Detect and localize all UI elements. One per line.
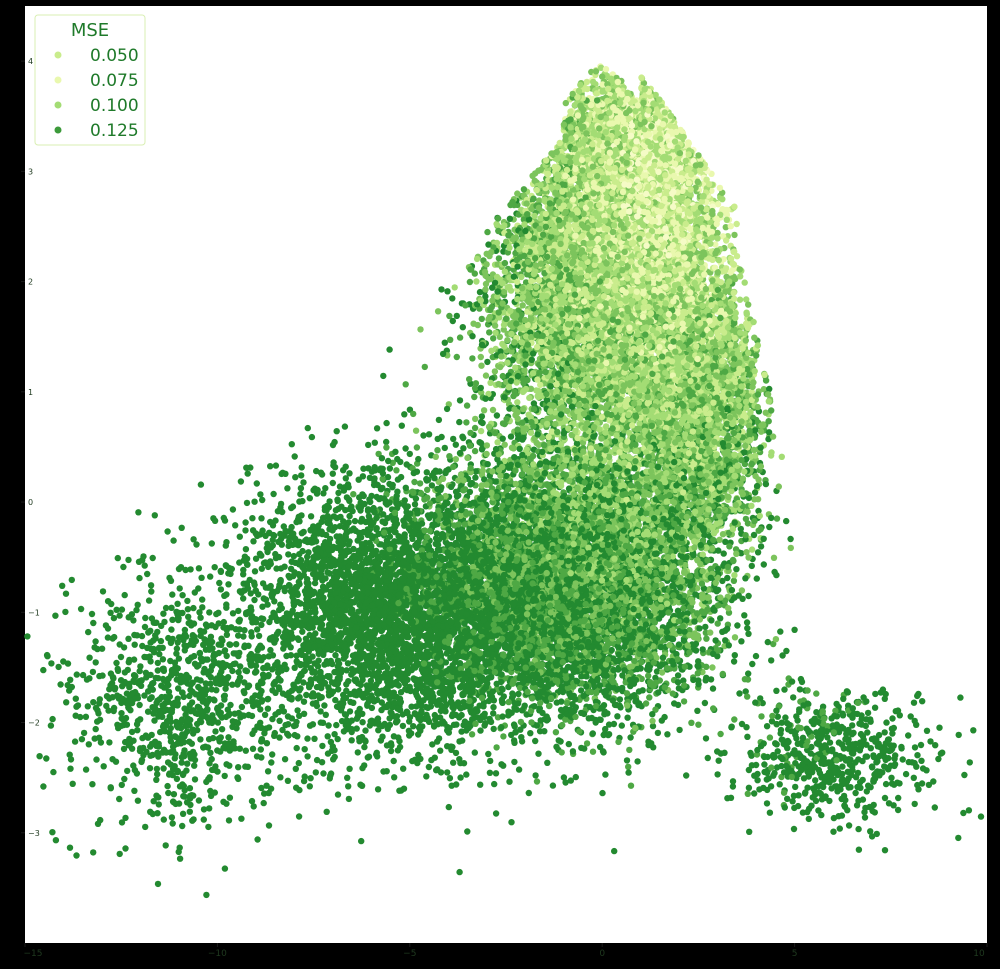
data-point: [478, 428, 484, 434]
data-point: [548, 383, 554, 389]
data-point: [529, 173, 535, 179]
data-point: [508, 433, 514, 439]
data-point: [449, 295, 455, 301]
data-point: [495, 381, 501, 387]
data-point: [488, 348, 494, 354]
data-point: [435, 308, 441, 314]
data-point: [521, 186, 527, 192]
data-point: [731, 232, 737, 238]
data-point: [477, 289, 483, 295]
data-point: [490, 407, 496, 413]
data-point: [487, 307, 493, 313]
data-point: [462, 302, 468, 308]
data-point: [442, 340, 448, 346]
data-point: [454, 313, 460, 319]
data-point: [479, 316, 485, 322]
data-point: [447, 337, 453, 343]
data-point: [444, 288, 450, 294]
data-point: [469, 333, 475, 339]
data-point: [469, 355, 475, 361]
data-point: [467, 279, 473, 285]
data-point: [466, 376, 472, 382]
data-point: [475, 322, 481, 328]
data-point: [417, 326, 423, 332]
data-point: [734, 221, 740, 227]
data-point: [482, 286, 488, 292]
data-point: [422, 364, 428, 370]
data-point: [484, 359, 490, 365]
data-point: [514, 399, 520, 405]
data-point: [479, 413, 485, 419]
data-point: [472, 416, 478, 422]
data-point: [478, 354, 484, 360]
data-point: [473, 380, 479, 386]
data-point: [454, 354, 460, 360]
